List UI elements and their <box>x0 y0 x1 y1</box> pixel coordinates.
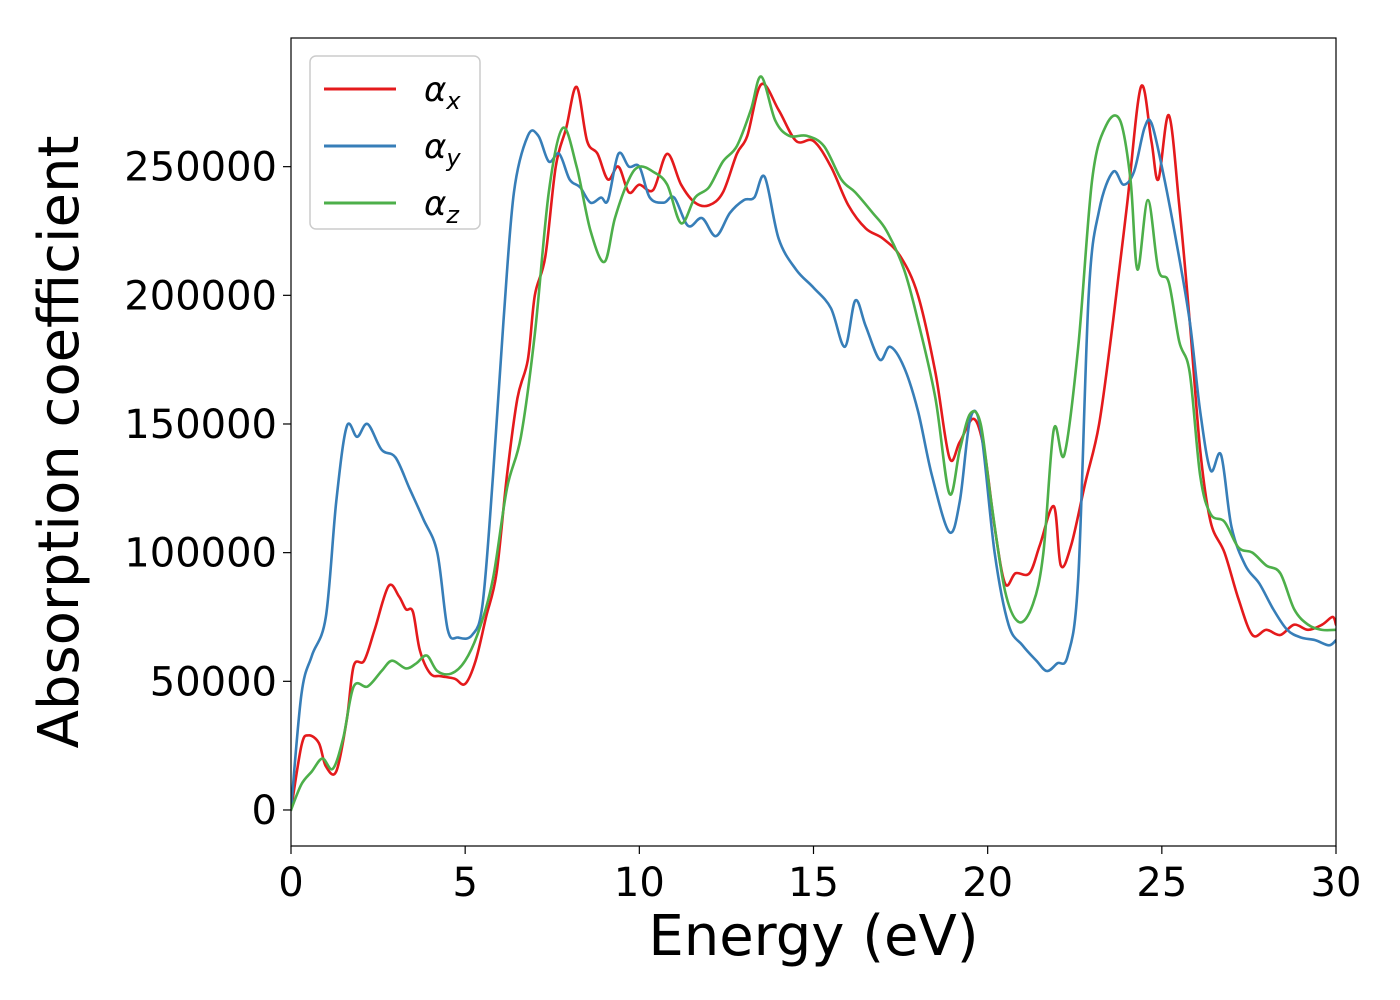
legend-label: αx <box>424 70 461 115</box>
legend-label: αz <box>424 184 460 229</box>
legend-label-symbol: α <box>424 127 446 167</box>
series-line-alpha-y <box>291 118 1336 812</box>
x-axis-ticks: 0 5 10 15 20 25 30 <box>278 846 1361 906</box>
x-tick-label: 15 <box>788 860 839 906</box>
y-axis-ticks: 0 50000 100000 150000 200000 250000 <box>124 145 291 834</box>
x-axis-title: Energy (eV) <box>648 904 978 969</box>
legend-label-subscript: y <box>445 144 461 172</box>
legend-box <box>309 55 481 230</box>
legend-label-subscript: z <box>445 201 460 229</box>
plot-area <box>290 37 1337 847</box>
legend-label: αy <box>424 127 461 172</box>
legend-item-alpha-z: αz <box>324 184 460 229</box>
legend-item-alpha-y: αy <box>324 127 461 172</box>
y-axis-title: Absorption coefficient <box>27 136 92 749</box>
y-tick-label: 150000 <box>124 402 277 448</box>
x-tick-label: 30 <box>1311 860 1362 906</box>
y-tick-label: 0 <box>252 788 277 834</box>
x-tick-label: 0 <box>278 860 303 906</box>
x-tick-label: 20 <box>962 860 1013 906</box>
x-tick-label: 10 <box>614 860 665 906</box>
legend-label-subscript: x <box>445 87 461 115</box>
x-tick-label: 25 <box>1136 860 1187 906</box>
x-tick-label: 5 <box>452 860 477 906</box>
series-layer <box>291 75 1336 812</box>
legend-label-symbol: α <box>424 70 446 110</box>
y-tick-label: 50000 <box>150 659 277 705</box>
y-tick-label: 100000 <box>124 531 277 577</box>
series-line-alpha-z <box>291 75 1336 812</box>
series-line-alpha-x <box>291 82 1336 812</box>
legend-item-alpha-x: αx <box>324 70 461 115</box>
y-tick-label: 200000 <box>124 273 277 319</box>
y-tick-label: 250000 <box>124 145 277 191</box>
legend-label-symbol: α <box>424 184 446 224</box>
